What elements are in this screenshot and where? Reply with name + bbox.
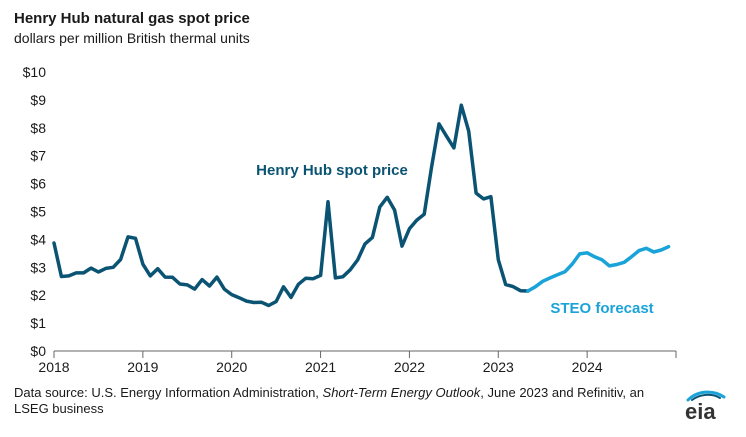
y-tick-label: $4: [30, 231, 46, 247]
chart-subtitle: dollars per million British thermal unit…: [14, 30, 250, 46]
x-tick-label: 2019: [127, 359, 158, 375]
data-source-note: Data source: U.S. Energy Information Adm…: [14, 385, 654, 417]
x-tick-label: 2023: [483, 359, 514, 375]
source-publication: Short-Term Energy Outlook: [322, 385, 481, 400]
y-tick-label: $9: [30, 92, 46, 108]
series-line-history: [52, 103, 530, 308]
y-tick-label: $0: [30, 343, 46, 359]
y-tick-label: $10: [23, 64, 47, 80]
series-line-forecast: [526, 244, 671, 293]
y-tick-label: $8: [30, 120, 46, 136]
eia-logo-text: eia: [685, 399, 716, 422]
y-tick-label: $3: [30, 259, 46, 275]
x-tick-label: 2018: [38, 359, 69, 375]
x-tick-label: 2020: [216, 359, 247, 375]
y-tick-label: $2: [30, 287, 46, 303]
x-tick-label: 2022: [394, 359, 425, 375]
x-tick-label: 2024: [572, 359, 603, 375]
annotation-forecast: STEO forecast: [550, 300, 653, 317]
chart-title: Henry Hub natural gas spot price: [14, 10, 250, 27]
y-tick-label: $1: [30, 315, 46, 331]
x-tick-label: 2021: [305, 359, 336, 375]
y-tick-label: $7: [30, 148, 46, 164]
source-prefix: Data source: U.S. Energy Information Adm…: [14, 385, 323, 400]
annotation-history: Henry Hub spot price: [256, 162, 408, 179]
eia-logo: eia: [685, 390, 726, 422]
source-suffix: , June 2023 and Refinitiv, an LSEG busin…: [14, 385, 645, 416]
y-tick-label: $5: [30, 204, 46, 220]
y-tick-label: $6: [30, 176, 46, 192]
